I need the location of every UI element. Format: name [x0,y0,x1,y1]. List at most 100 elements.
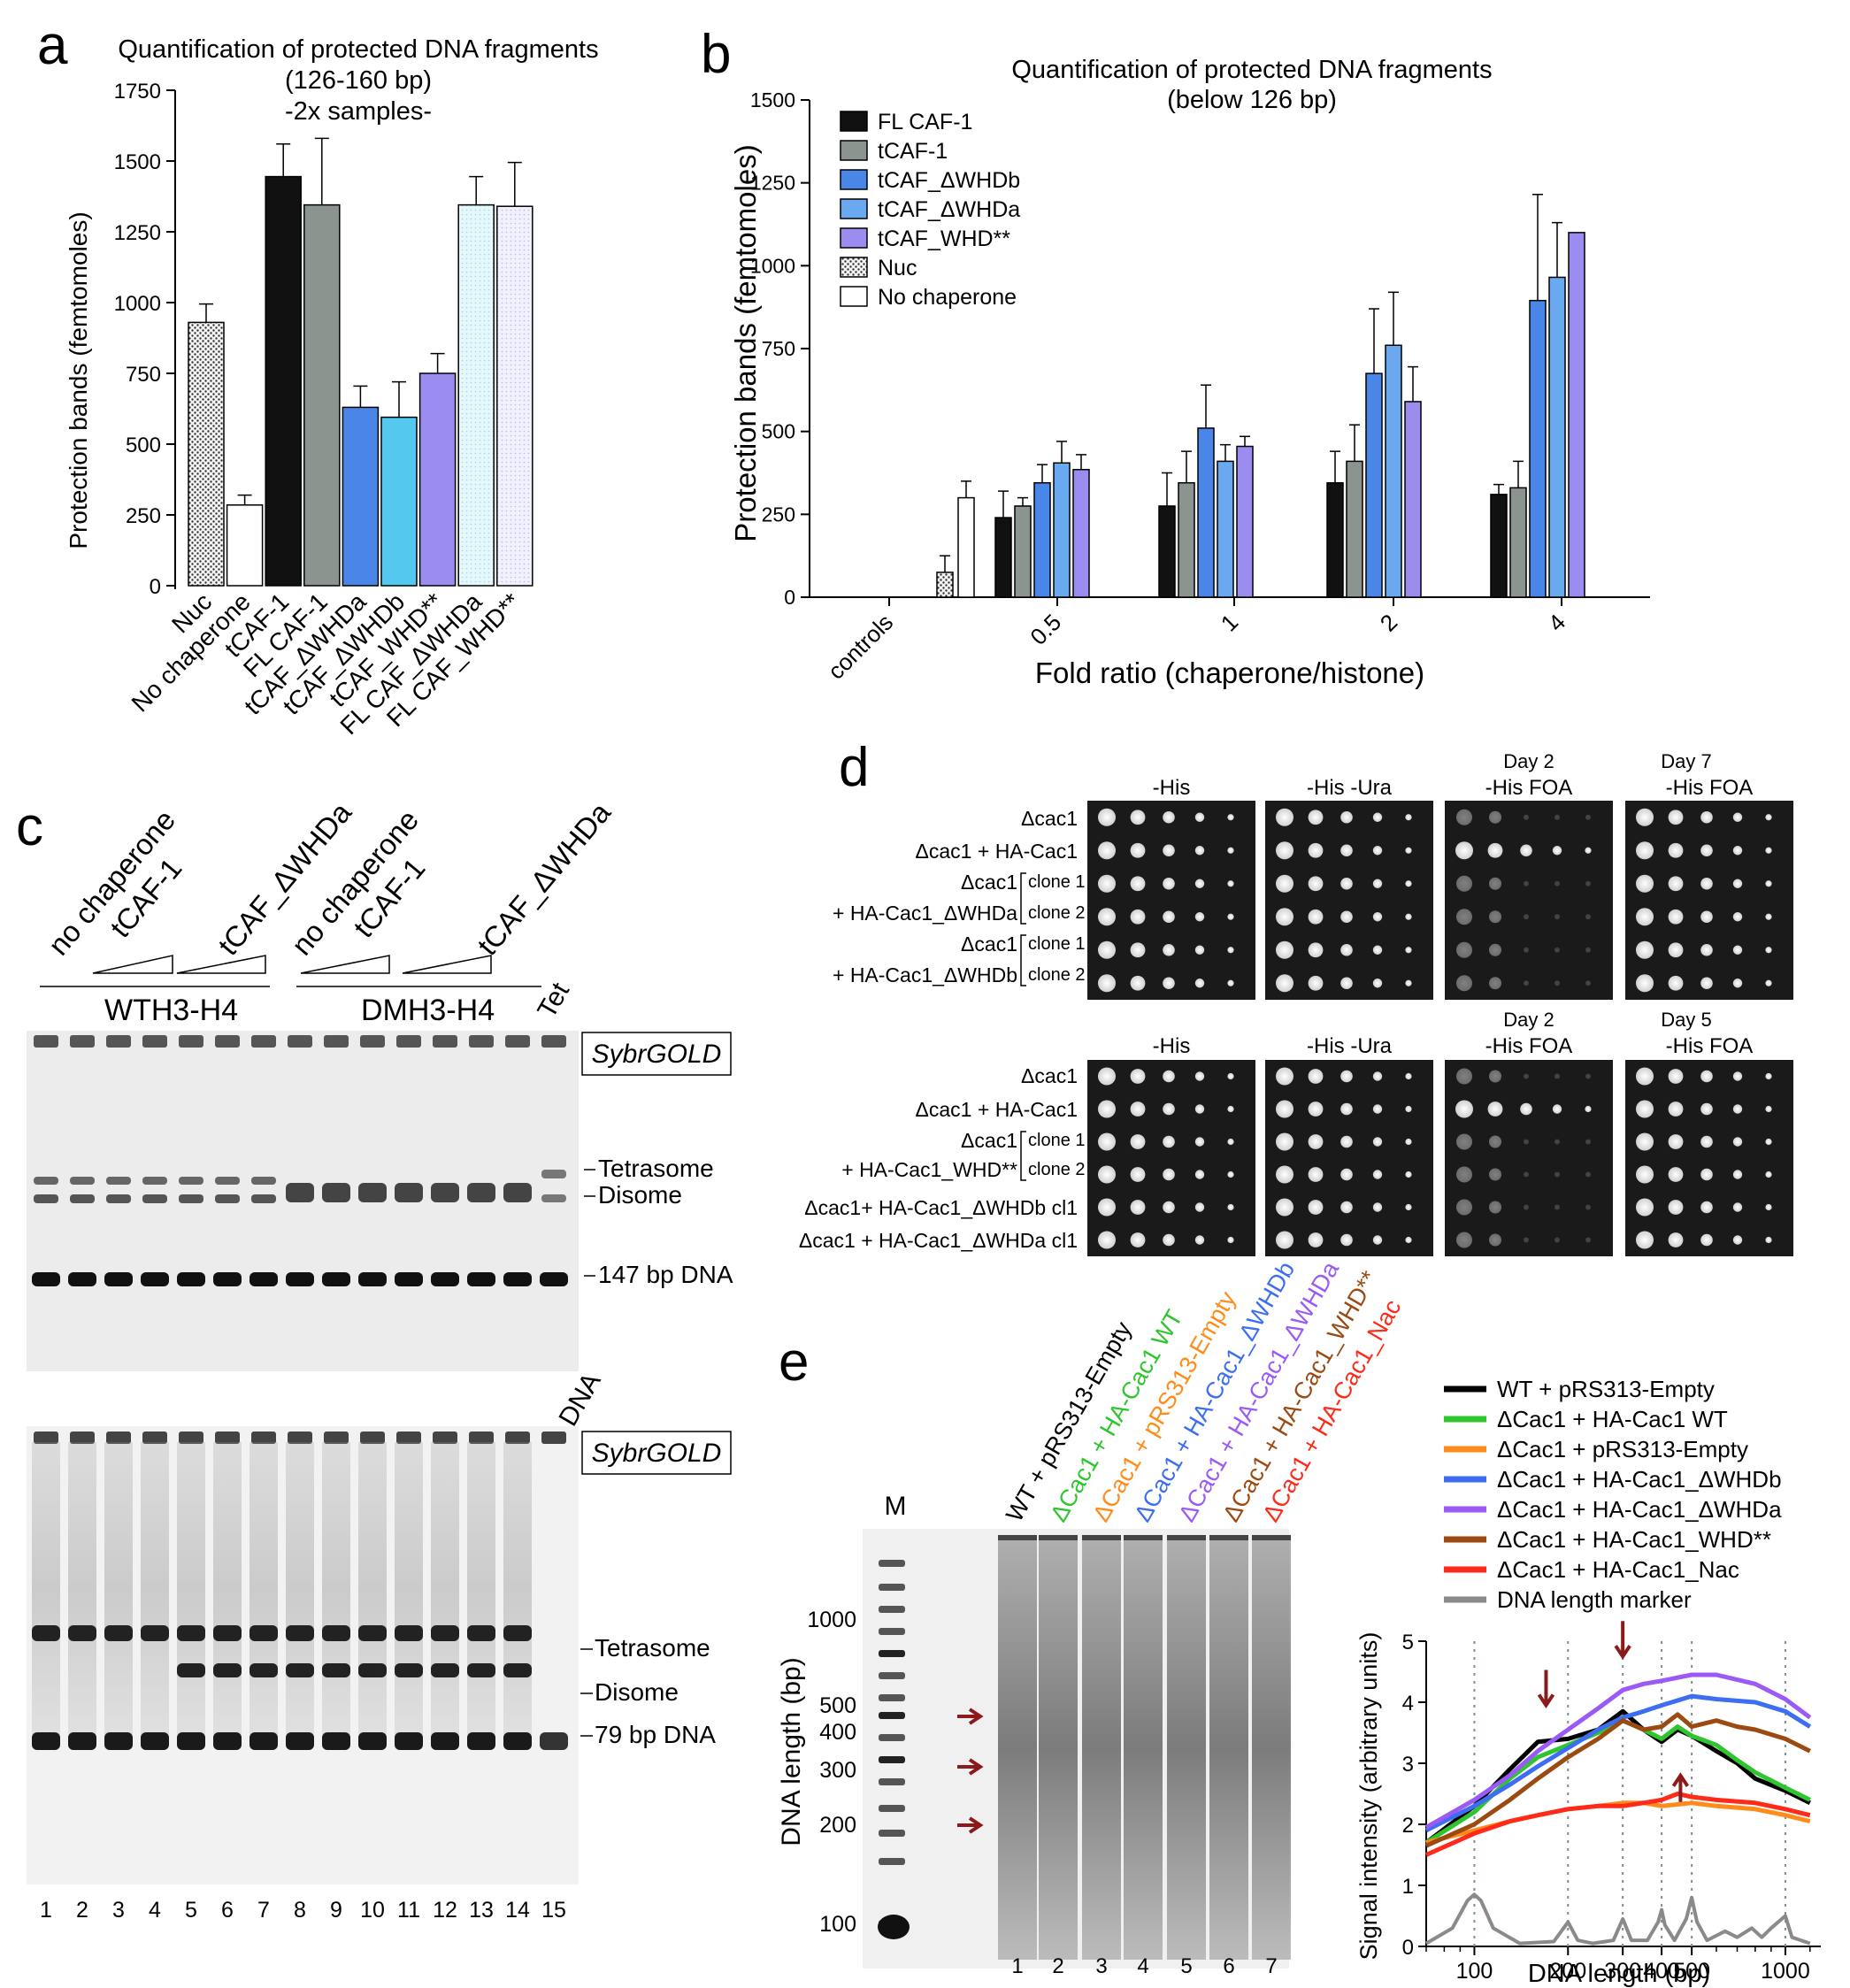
well [215,1035,240,1048]
colony [1227,847,1234,854]
colony [1552,846,1562,856]
colony [1456,875,1472,892]
x-tick-label: 0.5 [1025,609,1066,650]
colony [1405,913,1412,920]
panel-label-c: c [16,796,43,857]
lane-smear [32,1442,60,1734]
legend-swatch [840,169,868,190]
stain-label-box-1 [581,1032,732,1076]
colony [1700,1070,1713,1083]
colony [1668,975,1684,991]
band-disome [358,1183,387,1202]
band-tetrasome [541,1170,566,1178]
lane-number: 6 [1223,1954,1234,1978]
colony [1732,1071,1743,1081]
lane-smear [503,1442,532,1734]
legend-label: ΔCac1 + HA-Cac1_WHD** [1497,1526,1771,1553]
colony [1732,945,1743,955]
lane-smear [322,1442,350,1734]
colony [1520,1102,1532,1116]
well [34,1432,58,1444]
band-79bp [467,1732,495,1750]
lane-smear [213,1442,242,1734]
colony [1130,876,1146,892]
colony [1732,1235,1743,1245]
bar-tCAF-1 [1014,505,1032,598]
y-tick-label: 2 [1402,1814,1414,1838]
legend-label: ΔCac1 + HA-Cac1 WT [1497,1406,1728,1432]
colony [1456,1068,1472,1085]
band-79bp [104,1732,133,1750]
colony [1524,1237,1529,1243]
colony [1308,1134,1324,1149]
legend-swatch [840,140,868,161]
lane-number: 14 [505,1898,530,1923]
band-tetrasome [395,1625,423,1641]
y-tick-label: 500 [762,420,795,443]
series-line-4 [1424,1672,1812,1830]
strain-label: Δcac1 [1021,807,1078,830]
colony [1340,943,1353,956]
band-label: Disome [598,1181,682,1209]
y-tick-label: 1500 [114,150,161,174]
band-147bp [467,1272,495,1286]
band-tetrasome [70,1177,95,1185]
gel-y-tick-label: 400 [819,1720,856,1745]
colony [1765,947,1772,954]
bar-tCAF_ΔWHDb [1033,481,1051,598]
colony [1456,941,1472,958]
band-tetrasome [467,1625,495,1641]
colony [1489,1168,1501,1181]
sample-well [1209,1535,1248,1540]
lane-smear [104,1442,133,1734]
band-147bp [177,1272,205,1286]
legend-label: ΔCac1 + HA-Cac1_Nac [1497,1556,1739,1583]
colony [1456,1166,1472,1183]
colony [1668,1200,1684,1215]
band-tetrasome [286,1625,314,1641]
legend-label: No chaperone [878,285,1017,310]
band-tetrasome [503,1625,532,1641]
lane-smear [431,1442,459,1734]
colony [1765,913,1772,920]
y-tick-label: 5 [1402,1631,1414,1654]
colony [1585,947,1591,953]
colony [1636,1198,1654,1217]
colony [1194,879,1205,888]
lane-smear [286,1442,314,1734]
band-tetrasome [104,1625,133,1641]
bar-8 [496,205,534,587]
colony [1765,1072,1772,1080]
bar-FL CAF-1 [1490,494,1508,598]
colony [1276,808,1293,826]
sample-lane [1039,1535,1078,1960]
colony [1098,940,1116,959]
colony [1098,1198,1116,1217]
band-79bp [395,1732,423,1750]
colony [1700,1102,1713,1116]
bar-tCAF_WHD** [1568,232,1585,598]
band-tetrasome [179,1177,203,1185]
colony [1405,814,1412,821]
plate-foa-day5-bottom [1625,1060,1793,1256]
well [433,1035,457,1048]
well [324,1035,349,1048]
colony [1098,841,1116,860]
colony [1585,1171,1591,1178]
y-tick-label: 1500 [750,88,795,111]
strain-label: Δcac1 + HA-Cac1 [916,840,1078,863]
legend-label: tCAF-1 [878,139,948,164]
chart-a-subtitle1: (126-160 bp) [285,66,432,95]
colony [1276,1132,1293,1151]
colony [1227,814,1234,821]
colony [1489,977,1501,990]
colony [1636,841,1654,860]
chart-b-xlabel: Fold ratio (chaperone/histone) [1035,656,1424,689]
lane-number: 2 [76,1898,88,1923]
band-147bp [32,1272,60,1286]
band-79bp [68,1732,96,1750]
colony [1455,1100,1473,1118]
y-tick-label: 250 [762,503,795,526]
colony [1524,1073,1529,1079]
gel-y-tick-label: 100 [819,1912,856,1937]
